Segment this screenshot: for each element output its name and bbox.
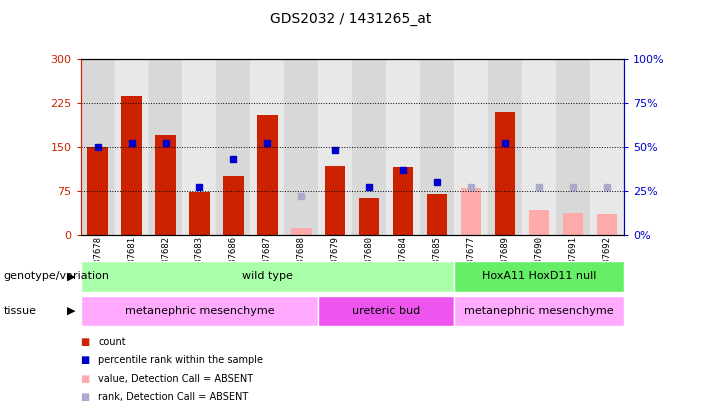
Bar (149, 59, 182, 235)
Bar (393, 167, 414, 235)
Text: percentile rank within the sample: percentile rank within the sample (98, 356, 263, 365)
Bar (217, 59, 250, 235)
Bar (325, 166, 346, 235)
Bar (81, 261, 454, 292)
Bar (522, 59, 556, 235)
Text: ureteric bud: ureteric bud (352, 306, 421, 316)
Bar (81, 59, 114, 235)
Bar (495, 111, 515, 235)
Bar (156, 135, 176, 235)
Text: GDS2032 / 1431265_at: GDS2032 / 1431265_at (270, 12, 431, 26)
Bar (488, 59, 522, 235)
Bar (386, 59, 420, 235)
Bar (590, 59, 624, 235)
Text: tissue: tissue (4, 306, 36, 316)
Bar (454, 261, 624, 292)
Text: ■: ■ (81, 392, 90, 402)
Bar (121, 96, 142, 235)
Text: rank, Detection Call = ABSENT: rank, Detection Call = ABSENT (98, 392, 248, 402)
Bar (88, 147, 108, 235)
Bar (318, 59, 353, 235)
Text: wild type: wild type (242, 271, 293, 281)
Bar (81, 296, 318, 326)
Text: ▶: ▶ (67, 306, 76, 316)
Bar (285, 59, 318, 235)
Text: metanephric mesenchyme: metanephric mesenchyme (464, 306, 614, 316)
Bar (563, 213, 583, 235)
Bar (114, 59, 149, 235)
Bar (318, 296, 454, 326)
Bar (359, 198, 379, 235)
Bar (454, 296, 624, 326)
Bar (454, 59, 488, 235)
Text: ■: ■ (81, 374, 90, 384)
Text: metanephric mesenchyme: metanephric mesenchyme (125, 306, 274, 316)
Bar (427, 194, 447, 235)
Bar (597, 214, 617, 235)
Bar (189, 192, 210, 235)
Bar (223, 176, 244, 235)
Text: ▶: ▶ (67, 271, 76, 281)
Bar (353, 59, 386, 235)
Text: count: count (98, 337, 125, 347)
Bar (182, 59, 217, 235)
Text: ■: ■ (81, 337, 90, 347)
Bar (556, 59, 590, 235)
Bar (250, 59, 285, 235)
Text: genotype/variation: genotype/variation (4, 271, 109, 281)
Text: HoxA11 HoxD11 null: HoxA11 HoxD11 null (482, 271, 596, 281)
Text: ■: ■ (81, 356, 90, 365)
Bar (529, 210, 549, 235)
Bar (291, 228, 311, 235)
Bar (461, 188, 482, 235)
Bar (257, 115, 278, 235)
Text: value, Detection Call = ABSENT: value, Detection Call = ABSENT (98, 374, 253, 384)
Bar (420, 59, 454, 235)
